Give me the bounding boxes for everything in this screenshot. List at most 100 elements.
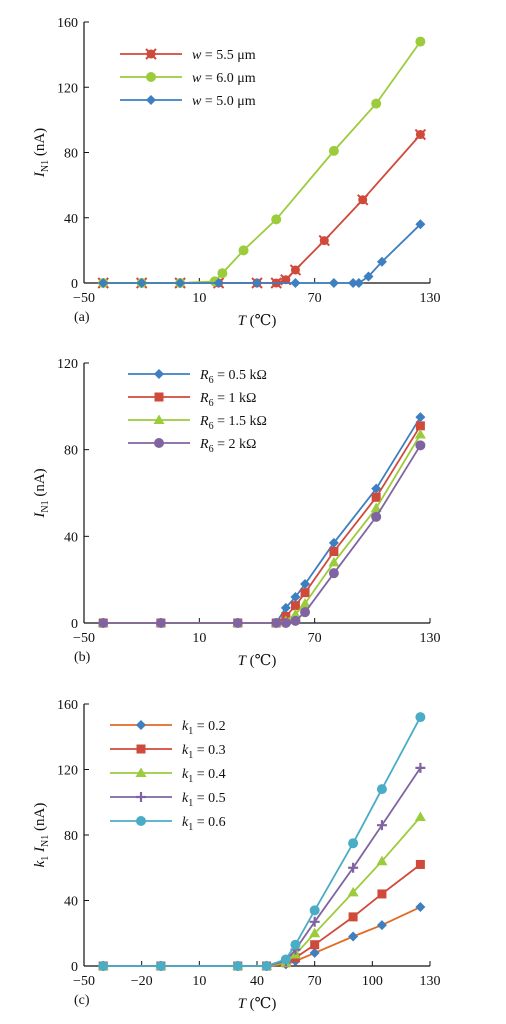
- x-axis-label: T (℃): [238, 996, 277, 1012]
- data-point: [376, 256, 387, 267]
- legend-label: R6 = 2 kΩ: [199, 437, 256, 455]
- data-point: [155, 961, 166, 971]
- data-point: [414, 128, 427, 141]
- data-point: [155, 618, 166, 628]
- data-point: [348, 278, 359, 288]
- data-point: [348, 862, 359, 873]
- data-point: [309, 905, 320, 916]
- x-tick-label: 100: [362, 974, 383, 989]
- data-point: [414, 811, 426, 821]
- data-point: [348, 912, 358, 922]
- data-point: [309, 947, 320, 958]
- x-tick-label: −20: [131, 974, 153, 989]
- data-point: [371, 511, 382, 522]
- legend-label: R6 = 0.5 kΩ: [199, 368, 267, 386]
- legend-marker: [136, 720, 146, 730]
- x-axis-label: T (℃): [238, 313, 277, 329]
- chart-panel-a: 0 40 80 120 160 −50 10 70 130 (a) T (℃) IN1 (nA) w =…: [0, 0, 506, 340]
- series-1-line: [103, 425, 422, 624]
- data-point: [232, 961, 243, 971]
- legend-item-3: k1 = 0.5: [110, 791, 226, 809]
- data-point: [310, 940, 320, 950]
- series-2: [97, 429, 426, 627]
- data-point: [328, 278, 339, 288]
- legend-marker: [145, 48, 157, 60]
- y-tick-label: 120: [57, 764, 78, 779]
- data-point: [98, 278, 109, 288]
- legend-marker: [154, 392, 164, 402]
- x-tick-label: −50: [73, 631, 95, 646]
- data-point: [300, 588, 310, 598]
- legend-item-0: k1 = 0.2: [110, 719, 226, 737]
- legend-item-0: R6 = 0.5 kΩ: [128, 368, 267, 386]
- legend-label: k1 = 0.6: [182, 815, 226, 833]
- data-point: [299, 598, 311, 608]
- data-point: [300, 579, 311, 589]
- legend-label: k1 = 0.3: [182, 743, 226, 761]
- y-tick-label: 0: [71, 960, 78, 975]
- data-point: [271, 618, 282, 628]
- legend-marker: [154, 438, 164, 448]
- series-0-line: [103, 134, 422, 284]
- data-point: [289, 264, 302, 276]
- y-tick-label: 80: [64, 829, 78, 844]
- x-tick-label: 10: [192, 291, 206, 306]
- legend-marker: [135, 767, 147, 777]
- data-point: [280, 954, 291, 965]
- chart-panel-c: 0 40 80 120 160 −50 −20 10 40 70 100 130 (c) T (℃) k1 …: [0, 680, 506, 1024]
- legend-item-4: k1 = 0.6: [110, 815, 226, 833]
- x-tick-label: 70: [308, 291, 322, 306]
- data-point: [328, 568, 339, 579]
- data-point: [213, 278, 224, 288]
- series-1: [98, 859, 425, 971]
- legend-label: k1 = 0.2: [182, 719, 226, 737]
- x-tick-label: 10: [192, 974, 206, 989]
- legend-marker: [146, 72, 156, 82]
- legend-marker: [136, 792, 146, 802]
- data-point: [348, 931, 359, 942]
- y-tick-label: 0: [71, 617, 78, 632]
- data-point: [300, 607, 311, 618]
- series-4-line: [103, 716, 422, 967]
- legend-label: R6 = 1.5 kΩ: [199, 414, 267, 432]
- data-point: [370, 502, 382, 513]
- data-point: [348, 838, 359, 849]
- data-point: [415, 440, 426, 451]
- series-3-line: [103, 444, 422, 624]
- series-1-line: [103, 863, 421, 967]
- data-point: [98, 961, 109, 971]
- y-tick-label: 40: [64, 895, 78, 910]
- data-point: [309, 927, 321, 938]
- x-tick-label: 70: [308, 974, 322, 989]
- legend-item-1: R6 = 1 kΩ: [128, 391, 256, 409]
- y-tick-label: 120: [57, 357, 78, 372]
- data-point: [376, 820, 387, 831]
- series-3: [98, 440, 426, 628]
- data-point: [280, 602, 291, 613]
- data-point: [415, 859, 425, 869]
- data-point: [217, 268, 228, 279]
- data-point: [353, 278, 364, 288]
- data-point: [280, 618, 291, 628]
- data-point: [329, 547, 339, 556]
- data-point: [328, 145, 339, 156]
- data-point: [318, 234, 330, 247]
- panel-label: (c): [74, 993, 90, 1008]
- chart-c-svg: 0 40 80 120 160 −50 −20 10 40 70 100 130 (c) T (℃) k1 …: [32, 698, 441, 1012]
- y-tick-label: 40: [64, 212, 78, 227]
- legend-marker: [136, 744, 146, 754]
- data-point: [290, 592, 301, 602]
- x-tick-label: 70: [308, 631, 322, 646]
- x-tick-label: 130: [420, 631, 441, 646]
- data-point: [415, 219, 426, 230]
- data-point: [415, 36, 426, 47]
- data-point: [415, 412, 426, 423]
- data-point: [290, 601, 300, 611]
- data-point: [371, 492, 381, 502]
- series-2: [97, 811, 426, 970]
- data-point: [290, 615, 301, 626]
- panel-label: (a): [74, 310, 90, 325]
- data-point: [376, 920, 387, 931]
- data-point: [363, 271, 374, 282]
- x-tick-label: −50: [73, 291, 95, 306]
